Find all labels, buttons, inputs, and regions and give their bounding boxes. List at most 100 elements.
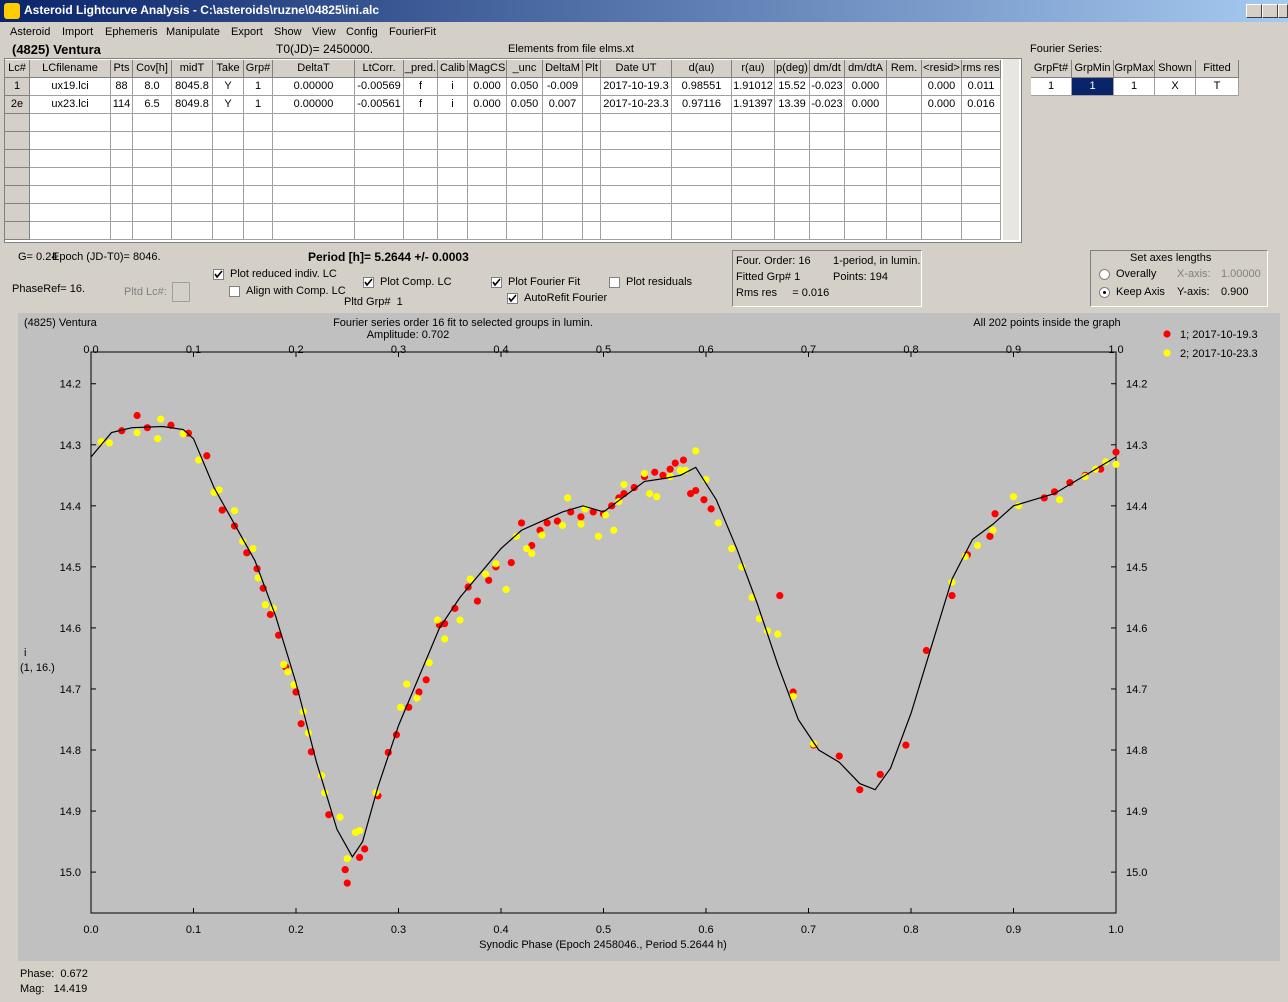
menu-item[interactable]: Ephemeris xyxy=(105,26,158,38)
table-cell xyxy=(273,132,355,150)
data-point xyxy=(620,480,628,489)
table-cell[interactable]: 1 xyxy=(1072,78,1114,96)
column-header: <resid> xyxy=(922,60,962,78)
info-text: Rms res = 0.016 xyxy=(736,287,830,299)
row-header xyxy=(5,168,30,186)
table-cell xyxy=(438,222,468,240)
data-point xyxy=(451,604,459,612)
data-point xyxy=(640,469,649,478)
data-point xyxy=(355,826,364,835)
menu-item[interactable]: Show xyxy=(274,26,302,38)
table-cell xyxy=(468,204,507,222)
menu-item[interactable]: Export xyxy=(231,26,263,38)
table-cell xyxy=(30,150,111,168)
radio-button[interactable] xyxy=(1099,269,1110,280)
table-cell xyxy=(507,222,543,240)
spinner[interactable] xyxy=(172,282,190,302)
data-point xyxy=(413,694,421,702)
data-point xyxy=(243,549,251,557)
data-point xyxy=(523,544,531,553)
column-header: dm/dtA xyxy=(845,60,887,78)
column-header: GrpMin xyxy=(1072,60,1114,78)
checkbox[interactable] xyxy=(491,277,502,288)
menu-item[interactable]: Asteroid xyxy=(10,26,51,38)
table-cell xyxy=(543,114,583,132)
table-cell xyxy=(404,168,438,186)
table-cell xyxy=(887,96,922,114)
data-point xyxy=(666,465,674,473)
table-cell: 0.98551 xyxy=(672,78,732,96)
table-cell xyxy=(355,168,404,186)
table-cell: -0.00569 xyxy=(355,78,404,96)
close-button[interactable] xyxy=(1278,4,1288,18)
data-point xyxy=(589,508,597,516)
data-point xyxy=(422,676,430,684)
data-point xyxy=(714,519,722,527)
y-axis-label: i xyxy=(24,647,26,659)
table-cell xyxy=(273,168,355,186)
data-point xyxy=(133,428,141,437)
table-cell xyxy=(172,150,213,168)
table-cell xyxy=(583,204,601,222)
table-cell xyxy=(601,222,672,240)
checkbox[interactable] xyxy=(213,269,224,280)
table-cell: 88 xyxy=(111,78,133,96)
x-tick-label-top: 0.3 xyxy=(391,344,406,356)
table-cell xyxy=(172,222,213,240)
data-point xyxy=(143,424,151,432)
table-cell xyxy=(775,132,810,150)
checkbox[interactable] xyxy=(609,277,620,288)
scrollbar[interactable] xyxy=(1003,59,1019,240)
data-point xyxy=(415,688,423,696)
data-point xyxy=(653,493,661,501)
table-cell: 0.00000 xyxy=(273,96,355,114)
x-tick-label-top: 0.7 xyxy=(801,344,816,356)
table-cell xyxy=(404,186,438,204)
period-label: Period [h]= 5.2644 +/- 0.0003 xyxy=(308,250,469,264)
checkbox-label: Plot Comp. LC xyxy=(380,276,452,288)
data-point xyxy=(553,517,561,525)
data-point xyxy=(425,659,433,667)
table-cell xyxy=(438,168,468,186)
table-cell xyxy=(244,186,273,204)
data-point xyxy=(601,511,610,519)
table-cell xyxy=(845,186,887,204)
table-cell: 1 xyxy=(1031,78,1072,96)
radio-button[interactable] xyxy=(1099,287,1110,298)
data-point xyxy=(355,853,364,862)
data-point xyxy=(835,752,843,760)
menu-item[interactable]: Config xyxy=(346,26,378,38)
minimize-button[interactable] xyxy=(1246,4,1262,18)
checkbox[interactable] xyxy=(507,293,518,304)
checkbox[interactable] xyxy=(363,277,374,288)
maximize-button[interactable] xyxy=(1262,4,1278,18)
table-cell: 114 xyxy=(111,96,133,114)
table-cell xyxy=(244,114,273,132)
column-header: _unc xyxy=(507,60,543,78)
table-cell xyxy=(111,222,133,240)
table-cell: i xyxy=(438,96,468,114)
table-cell xyxy=(672,186,732,204)
table-cell xyxy=(887,132,922,150)
table-cell xyxy=(404,222,438,240)
data-point xyxy=(707,505,715,513)
table-cell xyxy=(507,168,543,186)
data-point xyxy=(961,552,969,561)
menu-item[interactable]: Manipulate xyxy=(166,26,220,38)
data-point xyxy=(203,452,211,460)
table-cell xyxy=(810,186,845,204)
table-cell xyxy=(111,186,133,204)
column-header: r(au) xyxy=(732,60,775,78)
menu-item[interactable]: FourierFit xyxy=(389,26,437,38)
data-point xyxy=(361,845,369,853)
table-cell: 8045.8 xyxy=(172,78,213,96)
table-cell xyxy=(133,222,172,240)
menu-item[interactable]: View xyxy=(312,26,336,38)
menu-item[interactable]: Import xyxy=(62,26,94,38)
table-cell xyxy=(438,114,468,132)
table-cell xyxy=(672,114,732,132)
data-point xyxy=(512,532,520,540)
table-cell xyxy=(273,150,355,168)
checkbox[interactable] xyxy=(229,286,240,297)
y-tick-label: 14.3 xyxy=(60,440,81,452)
